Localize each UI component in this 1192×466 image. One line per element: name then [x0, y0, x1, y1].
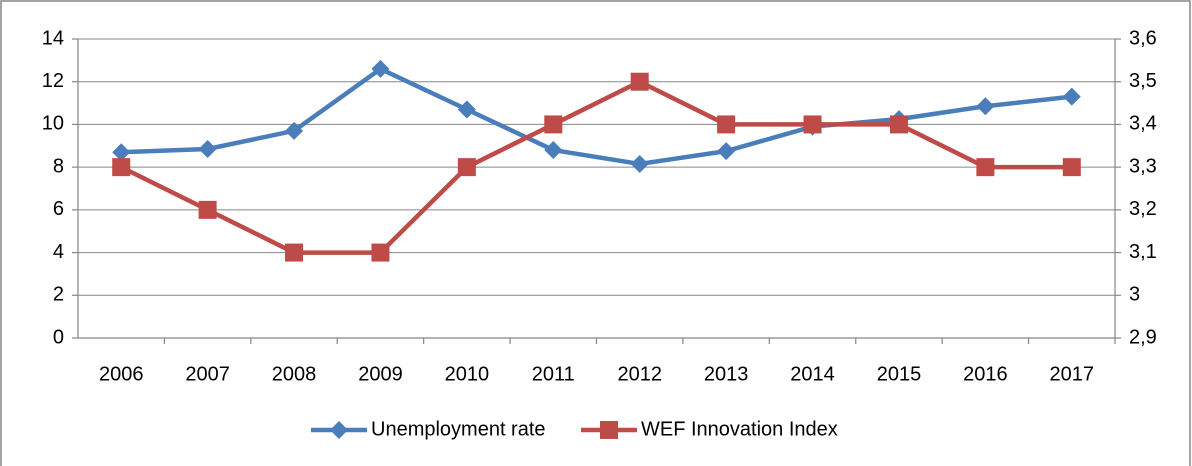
data-point: [198, 200, 217, 219]
data-point: [457, 100, 476, 119]
y-tick-label: 12: [42, 70, 64, 92]
x-tick-label: 2011: [532, 363, 575, 385]
y-tick-label: 8: [53, 155, 64, 177]
data-point: [457, 158, 476, 177]
y-tick-label: 6: [53, 198, 64, 220]
data-point: [1062, 158, 1081, 177]
x-tick-label: 2016: [963, 363, 1008, 385]
legend-label: Unemployment rate: [371, 418, 546, 440]
data-point: [889, 115, 908, 134]
data-point: [112, 143, 131, 162]
data-point: [976, 97, 995, 116]
data-point: [371, 243, 390, 262]
legend-marker: [330, 421, 348, 439]
y-tick-label: 2: [53, 284, 64, 306]
series-line: [121, 66, 1073, 167]
y-tick-label: 0: [53, 326, 64, 348]
legend-label: WEF Innovation Index: [641, 418, 838, 440]
y-tick-label: 4: [53, 241, 64, 263]
data-point: [371, 59, 390, 78]
y2-tick-label: 3,2: [1129, 198, 1157, 220]
x-tick-label: 2013: [704, 363, 749, 385]
x-tick-label: 2006: [99, 363, 144, 385]
data-point: [285, 243, 304, 262]
data-point: [630, 72, 649, 91]
x-tick-label: 2008: [272, 363, 317, 385]
y2-tick-label: 3,6: [1129, 27, 1157, 49]
y-tick-label: 14: [42, 27, 64, 49]
data-point: [285, 121, 304, 140]
legend-marker: [600, 421, 618, 439]
data-point: [717, 142, 736, 161]
data-point: [544, 115, 563, 134]
data-point: [976, 158, 995, 177]
y2-tick-label: 3,1: [1129, 241, 1157, 263]
y2-tick-label: 3: [1129, 284, 1140, 306]
x-tick-label: 2015: [877, 363, 922, 385]
data-point: [112, 158, 131, 177]
series-line: [120, 79, 1072, 255]
data-point: [717, 115, 736, 134]
data-point: [630, 154, 649, 173]
x-tick-label: 2012: [617, 363, 662, 385]
x-tick-label: 2009: [358, 363, 403, 385]
y2-tick-label: 3,5: [1129, 70, 1157, 92]
y2-tick-label: 2,9: [1129, 326, 1157, 348]
x-tick-label: 2017: [1050, 363, 1095, 385]
y2-tick-label: 3,3: [1129, 155, 1157, 177]
data-point: [803, 115, 822, 134]
data-point: [1062, 87, 1081, 106]
x-tick-label: 2007: [185, 363, 230, 385]
y-tick-label: 10: [42, 113, 64, 135]
x-tick-label: 2010: [445, 363, 490, 385]
data-point: [544, 141, 563, 160]
y2-tick-label: 3,4: [1129, 113, 1157, 135]
x-tick-label: 2014: [790, 363, 835, 385]
data-point: [198, 139, 217, 158]
